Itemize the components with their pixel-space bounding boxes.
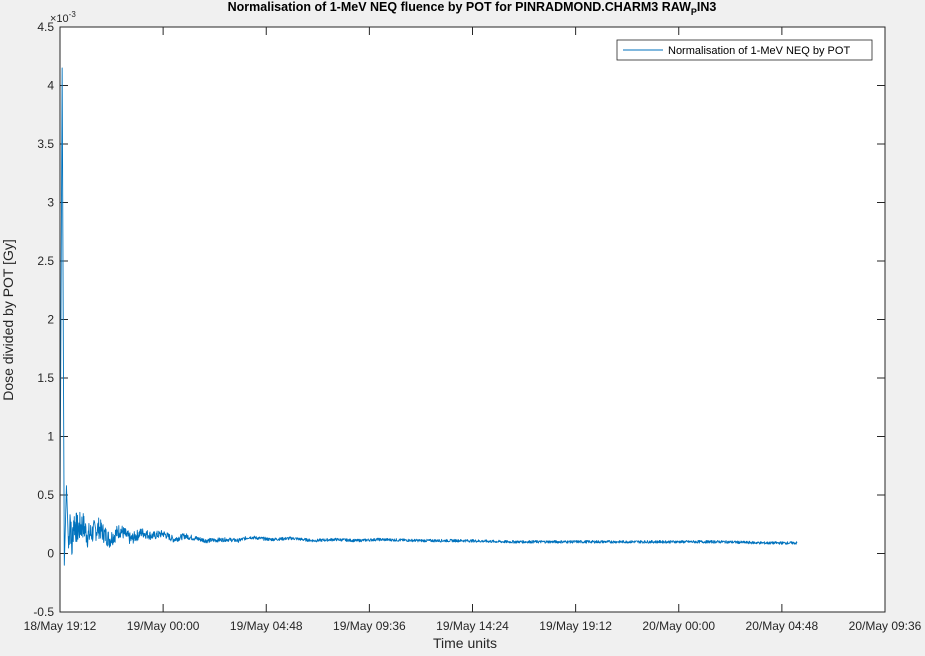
x-tick-label: 19/May 19:12 bbox=[539, 619, 612, 633]
plot-area bbox=[60, 27, 885, 612]
y-tick-label: 1 bbox=[47, 430, 54, 444]
x-tick-label: 20/May 04:48 bbox=[746, 619, 819, 633]
legend[interactable]: Normalisation of 1-MeV NEQ by POT bbox=[616, 39, 873, 61]
x-tick-label: 19/May 04:48 bbox=[230, 619, 303, 633]
x-tick-label: 19/May 00:00 bbox=[127, 619, 200, 633]
x-tick-label: 19/May 09:36 bbox=[333, 619, 406, 633]
legend-label: Normalisation of 1-MeV NEQ by POT bbox=[668, 45, 850, 57]
plot-box bbox=[59, 26, 886, 613]
x-tick-label: 20/May 00:00 bbox=[642, 619, 715, 633]
y-tick-label: 3 bbox=[47, 196, 54, 210]
y-tick-label: -0.5 bbox=[33, 605, 54, 619]
y-tick-labels: -0.5 0 0.5 1 1.5 2 2.5 3 3.5 4 4.5 bbox=[33, 20, 54, 619]
y-exponent-label: ×10-3 bbox=[50, 10, 76, 25]
y-tick-label: 0.5 bbox=[37, 488, 54, 502]
x-tick-label: 20/May 09:36 bbox=[849, 619, 922, 633]
x-tick-labels: 18/May 19:12 19/May 00:00 19/May 04:48 19/M… bbox=[24, 619, 922, 633]
x-tick-label: 19/May 14:24 bbox=[436, 619, 509, 633]
y-tick-label: 4 bbox=[47, 79, 54, 93]
y-tick-label: 2.5 bbox=[37, 254, 54, 268]
legend-box bbox=[616, 39, 873, 61]
x-tick-label: 18/May 19:12 bbox=[24, 619, 97, 633]
y-tick-label: 3.5 bbox=[37, 137, 54, 151]
y-tick-label: 4.5 bbox=[37, 20, 54, 34]
y-tick-label: 0 bbox=[47, 547, 54, 561]
chart-title: Normalisation of 1-MeV NEQ fluence by PO… bbox=[228, 0, 717, 17]
y-axis-label: Dose divided by POT [Gy] bbox=[0, 239, 16, 401]
y-tick-label: 2 bbox=[47, 313, 54, 327]
series-line bbox=[59, 67, 798, 566]
x-axis-label: Time units bbox=[433, 635, 497, 651]
y-tick-label: 1.5 bbox=[37, 371, 54, 385]
series-group bbox=[59, 67, 798, 566]
